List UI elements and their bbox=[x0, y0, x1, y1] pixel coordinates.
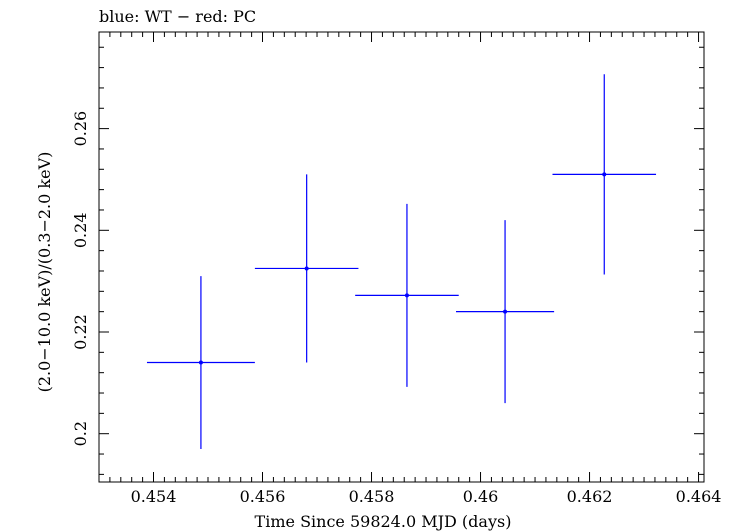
x-tick-label: 0.46 bbox=[463, 487, 499, 506]
y-axis-label: (2.0−10.0 keV)/(0.3−2.0 keV) bbox=[35, 152, 54, 393]
y-tick-label: 0.22 bbox=[71, 314, 90, 350]
x-tick-label: 0.464 bbox=[676, 487, 722, 506]
data-point bbox=[404, 293, 409, 298]
y-tick-label: 0.24 bbox=[71, 212, 90, 248]
x-tick-label: 0.456 bbox=[240, 487, 286, 506]
x-tick-label: 0.458 bbox=[349, 487, 395, 506]
plot-frame bbox=[98, 31, 705, 483]
data-marks bbox=[146, 74, 657, 449]
data-point bbox=[503, 309, 508, 314]
data-point bbox=[198, 360, 203, 365]
y-tick-label: 0.2 bbox=[71, 421, 90, 446]
axis-ticks bbox=[99, 32, 704, 482]
y-tick-label: 0.26 bbox=[71, 111, 90, 147]
x-tick-label: 0.454 bbox=[131, 487, 177, 506]
data-point bbox=[602, 172, 607, 177]
x-tick-label: 0.462 bbox=[567, 487, 613, 506]
tick-labels: 0.454 0.456 0.458 0.46 0.462 0.464 0.2 0.22 0.24… bbox=[71, 111, 721, 506]
data-point bbox=[304, 266, 309, 271]
x-axis-label: Time Since 59824.0 MJD (days) bbox=[255, 512, 512, 531]
chart-title: blue: WT − red: PC bbox=[99, 7, 256, 26]
